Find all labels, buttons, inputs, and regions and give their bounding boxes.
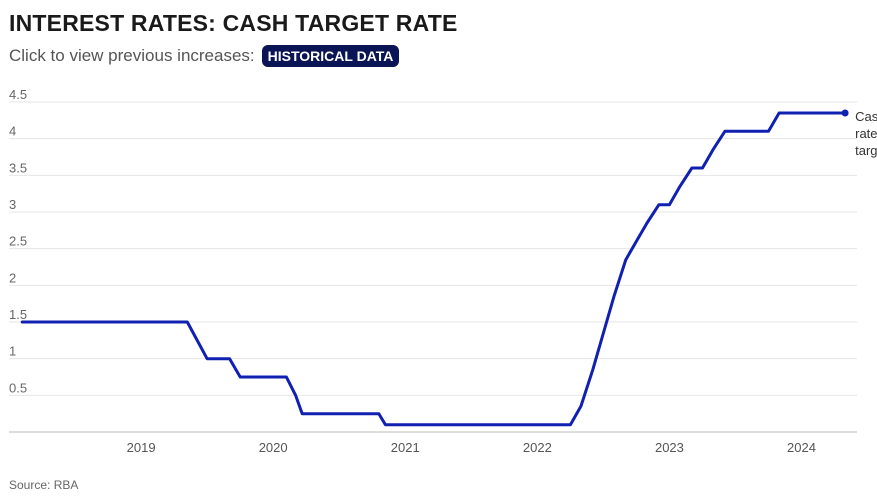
y-tick-label: 1 [9,344,16,359]
x-tick-label: 2024 [787,440,816,455]
x-tick-label: 2021 [391,440,420,455]
x-tick-label: 2023 [655,440,684,455]
series-end-label-line: rate [855,126,877,141]
subtitle-row: Click to view previous increases: HISTOR… [9,44,400,68]
historical-data-button[interactable]: HISTORICAL DATA [261,45,400,67]
chart-title: INTEREST RATES: CASH TARGET RATE [9,10,458,36]
line-chart: 0.5 1 1.5 2 2.5 3 3.5 4 4.5 2019 2020 2021 2022 2023 2… [9,87,877,455]
y-tick-label: 3 [9,197,16,212]
y-tick-label: 4 [9,124,16,139]
series-line [20,111,847,427]
x-tick-label: 2019 [127,440,156,455]
x-tick-label: 2022 [523,440,552,455]
subtitle-text: Click to view previous increases: [9,46,255,65]
y-tick-label: 4.5 [9,87,27,102]
series-end-label-line: Cash [855,109,877,124]
source-note: Source: RBA [9,478,79,492]
series-end-point [841,109,849,117]
y-tick-label: 1.5 [9,307,27,322]
y-tick-label: 2.5 [9,234,27,249]
y-tick-label: 0.5 [9,380,27,395]
x-tick-label: 2020 [259,440,288,455]
series-end-label: Cash rate target [855,109,877,158]
y-tick-label: 3.5 [9,160,27,175]
y-tick-label: 2 [9,270,16,285]
series-end-label-line: target [855,143,877,158]
